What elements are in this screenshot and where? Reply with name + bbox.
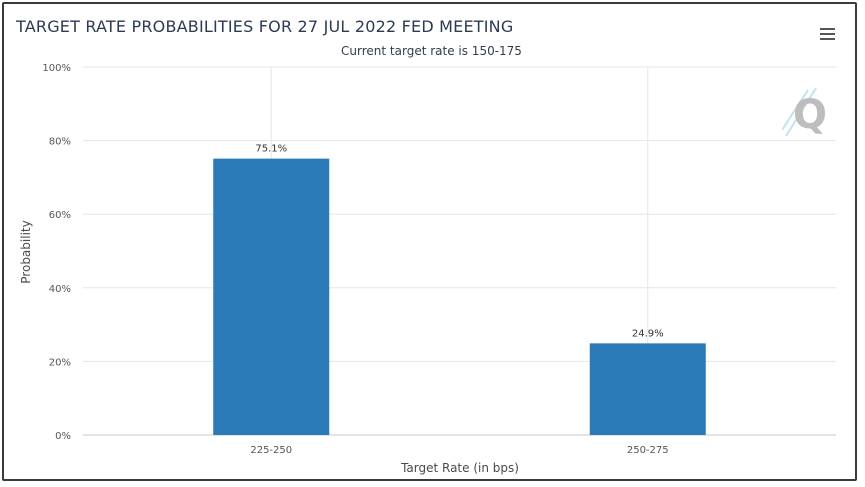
data-label: 75.1% <box>255 144 287 155</box>
q-logo-icon: Q <box>782 87 827 138</box>
chart-frame: TARGET RATE PROBABILITIES FOR 27 JUL 202… <box>2 2 857 481</box>
x-tick-label: 250-275 <box>627 445 669 456</box>
data-label: 24.9% <box>632 328 664 339</box>
hamburger-menu-icon[interactable] <box>818 25 838 43</box>
y-tick-labels: 0% 20% 40% 60% 80% 100% <box>42 63 71 442</box>
bar-250-275[interactable] <box>589 343 706 435</box>
y-tick-label: 40% <box>49 284 71 295</box>
y-tick-label: 60% <box>49 210 71 221</box>
y-tick-label: 0% <box>55 431 71 442</box>
y-tick-label: 80% <box>49 137 71 148</box>
bar-225-250[interactable] <box>213 158 330 435</box>
chart-subtitle: Current target rate is 150-175 <box>341 44 522 58</box>
bars <box>213 158 706 435</box>
grid <box>83 66 836 436</box>
x-axis-label: Target Rate (in bps) <box>400 461 519 475</box>
y-tick-label: 20% <box>49 357 71 368</box>
data-labels: 75.1% 24.9% <box>255 144 663 340</box>
x-tick-label: 225-250 <box>250 445 292 456</box>
watermark-letter: Q <box>793 92 827 138</box>
y-axis-label: Probability <box>19 220 33 283</box>
chart-title: TARGET RATE PROBABILITIES FOR 27 JUL 202… <box>16 17 514 36</box>
x-tick-labels: 225-250 250-275 <box>250 445 668 456</box>
y-tick-label: 100% <box>42 63 71 74</box>
